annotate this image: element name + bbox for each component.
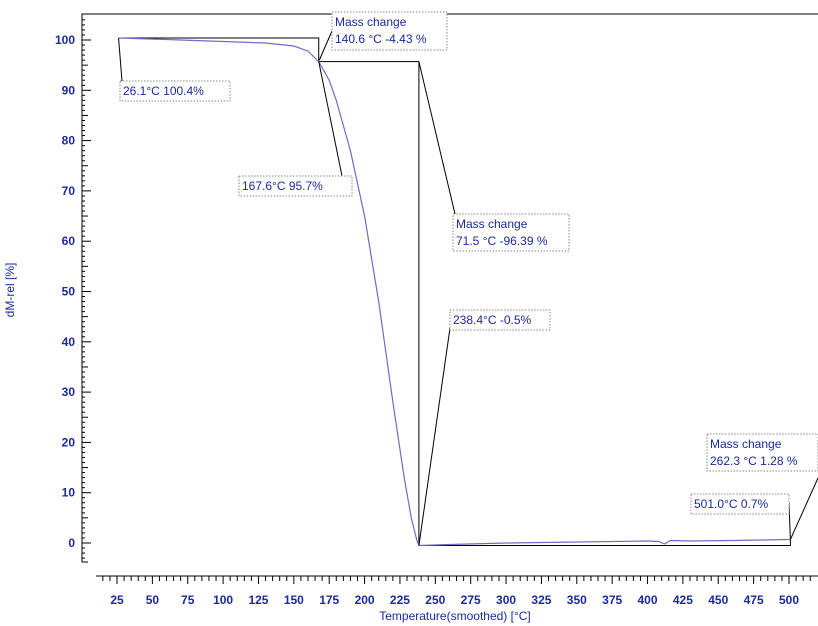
series-layer <box>118 37 791 547</box>
y-axis-title: dM-rel [%] <box>3 263 17 318</box>
annotation-box <box>331 11 448 51</box>
x-tick-label: 200 <box>355 593 375 607</box>
annotation-leader <box>789 477 818 540</box>
annotation-text: 262.3 °C 1.28 % <box>710 454 798 468</box>
x-tick-label: 25 <box>110 593 124 607</box>
annotation-leader <box>418 61 456 215</box>
annotation-7: 501.0°C 0.7% <box>690 493 791 540</box>
mass-step-3 <box>418 539 791 547</box>
annotation-leader <box>318 30 333 61</box>
y-tick-label: 90 <box>62 83 76 97</box>
annotation-leader <box>318 61 343 177</box>
annotation-4: Mass change 71.5 °C -96.39 % <box>418 61 570 252</box>
annotation-box <box>690 493 790 515</box>
x-tick-label: 475 <box>744 593 764 607</box>
x-tick-label: 250 <box>425 593 445 607</box>
x-tick-label: 175 <box>319 593 339 607</box>
x-tick-label: 425 <box>673 593 693 607</box>
annotation-1: 26.1°C 100.4% <box>118 37 231 102</box>
plot-border <box>81 13 818 562</box>
annotation-text: 167.6°C 95.7% <box>242 179 323 193</box>
x-tick-label: 350 <box>567 593 587 607</box>
annotation-leader <box>418 327 451 546</box>
plot-frame <box>81 13 818 563</box>
x-tick-label: 75 <box>181 593 195 607</box>
y-tick-label: 10 <box>62 486 76 500</box>
x-tick-label: 225 <box>390 593 410 607</box>
annotation-leader <box>118 37 123 82</box>
annotation-text: Mass change <box>456 217 528 231</box>
x-tick-label: 300 <box>496 593 516 607</box>
annotation-box <box>238 175 353 197</box>
y-tick-label: 40 <box>62 335 76 349</box>
annotation-text: Mass change <box>335 15 407 29</box>
x-tick-label: 325 <box>531 593 551 607</box>
annotation-box <box>706 433 818 472</box>
x-tick-label: 100 <box>213 593 233 607</box>
y-tick-label: 20 <box>62 435 76 449</box>
x-tick-label: 125 <box>248 593 268 607</box>
x-tick-label: 400 <box>638 593 658 607</box>
y-tick-label: 80 <box>62 134 76 148</box>
x-tick-label: 500 <box>779 593 799 607</box>
x-tick-label: 450 <box>708 593 728 607</box>
x-tick-label: 375 <box>602 593 622 607</box>
mass-step-1 <box>118 37 320 62</box>
tga-curve <box>118 37 791 547</box>
annotation-2: Mass change 140.6 °C -4.43 % <box>318 11 448 61</box>
y-tick-label: 60 <box>62 234 76 248</box>
annotation-5: 238.4°C -0.5% <box>418 309 551 546</box>
annotation-6: Mass change 262.3 °C 1.28 % <box>706 433 818 540</box>
annotation-leader <box>788 502 791 540</box>
annotation-text: 26.1°C 100.4% <box>123 84 204 98</box>
x-axis: 25 50 75 100 125 150 175 200 225 250 275 300 325 350 3… <box>96 575 818 607</box>
annotation-box <box>119 80 231 102</box>
y-tick-label: 70 <box>62 184 76 198</box>
annotation-box <box>452 213 570 252</box>
annotations: 26.1°C 100.4% Mass change 140.6 °C -4.43 %… <box>118 11 818 546</box>
annotation-text: Mass change <box>710 437 782 451</box>
y-tick-label: 50 <box>62 285 76 299</box>
y-tick-label: 100 <box>55 33 75 47</box>
annotation-text: 140.6 °C -4.43 % <box>335 32 427 46</box>
y-axis: 0 10 20 30 40 50 60 70 80 90 100 <box>55 19 91 559</box>
mass-step-lines <box>118 37 791 547</box>
annotation-text: 501.0°C 0.7% <box>694 497 769 511</box>
annotation-3: 167.6°C 95.7% <box>238 61 353 197</box>
x-axis-title: Temperature(smoothed) [°C] <box>379 609 531 623</box>
y-tick-label: 30 <box>62 385 76 399</box>
annotation-text: 71.5 °C -96.39 % <box>456 234 548 248</box>
y-tick-label: 0 <box>68 536 75 550</box>
x-tick-label: 150 <box>284 593 304 607</box>
annotation-text: 238.4°C -0.5% <box>453 313 532 327</box>
annotation-box <box>449 309 551 331</box>
x-tick-label: 275 <box>461 593 481 607</box>
x-tick-label: 50 <box>146 593 160 607</box>
